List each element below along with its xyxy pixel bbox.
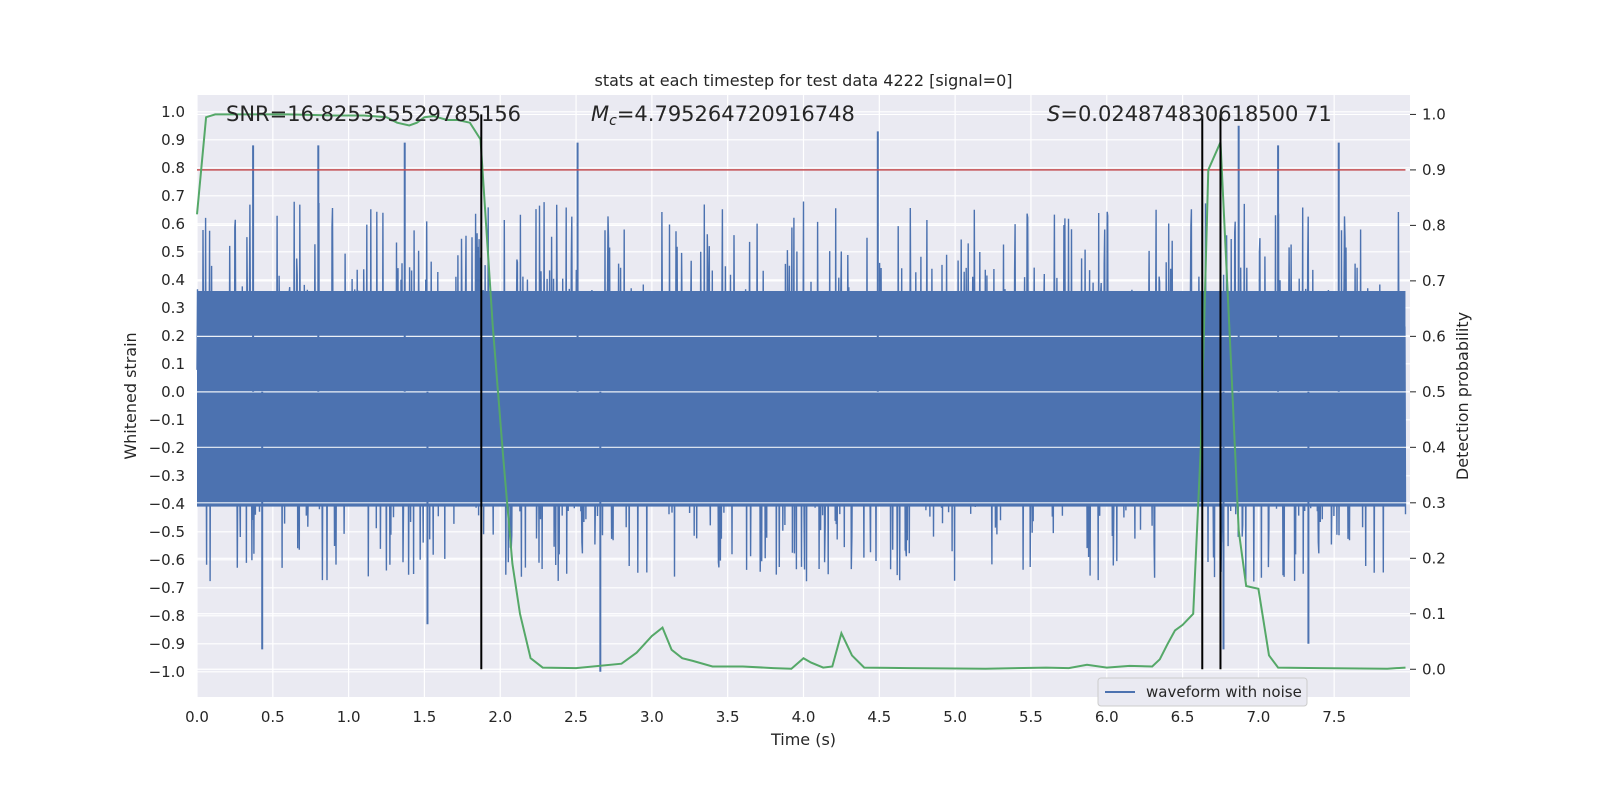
- mc-symbol: M: [591, 102, 609, 126]
- right-y-tick-label: 0.4: [1422, 438, 1446, 456]
- x-tick-label: 2.0: [488, 708, 512, 726]
- y-tick-label: −0.3: [149, 467, 185, 485]
- x-tick-label: 0.0: [185, 708, 209, 726]
- right-y-axis-label: Detection probability: [1453, 312, 1472, 480]
- y-tick-label: 0.8: [161, 159, 185, 177]
- snr-annotation: SNR=16.825355529785156: [226, 102, 521, 126]
- x-tick-label: 3.5: [716, 708, 740, 726]
- y-tick-label: 0.2: [161, 327, 185, 345]
- x-tick-label: 3.0: [640, 708, 664, 726]
- y-tick-label: −0.8: [149, 607, 185, 625]
- x-tick-label: 7.5: [1322, 708, 1346, 726]
- detection-probability-line: [196, 113, 1406, 670]
- mc-subscript: c: [609, 113, 617, 129]
- x-tick-label: 2.5: [564, 708, 588, 726]
- y-tick-label: 0.1: [161, 355, 185, 373]
- y-tick-label: −0.4: [149, 495, 185, 513]
- x-tick-label: 4.5: [867, 708, 891, 726]
- x-tick-label: 6.0: [1095, 708, 1119, 726]
- right-y-tick-label: 0.0: [1422, 660, 1446, 678]
- right-y-tick-label: 0.7: [1422, 272, 1446, 290]
- y-tick-label: −0.6: [149, 551, 185, 569]
- y-tick-label: −0.2: [149, 439, 185, 457]
- right-y-tick-label: 0.6: [1422, 327, 1446, 345]
- x-tick-label: 6.5: [1171, 708, 1195, 726]
- legend-label-waveform: waveform with noise: [1146, 683, 1302, 701]
- y-tick-label: −1.0: [149, 663, 185, 681]
- y-tick-label: 0.4: [161, 271, 185, 289]
- y-tick-label: −0.7: [149, 579, 185, 597]
- s-symbol: S: [1047, 102, 1060, 126]
- right-y-tick-label: 0.5: [1422, 383, 1446, 401]
- right-y-tick-label: 1.0: [1422, 105, 1446, 123]
- right-y-tick-label: 0.1: [1422, 605, 1446, 623]
- right-y-ticks: 1.0 0.9 0.8 0.7 0.6 0.5 0.4 0.3 0.2 0.1 0.0: [1410, 105, 1446, 678]
- x-tick-label: 5.5: [1019, 708, 1043, 726]
- x-tick-label: 0.5: [261, 708, 285, 726]
- vertical-markers: [480, 114, 1222, 670]
- x-ticks: 0.0 0.5 1.0 1.5 2.0 2.5 3.0 3.5 4.0 4.5 5.0 5.5 6.0 6…: [185, 708, 1346, 726]
- chart-title: stats at each timestep for test data 422…: [594, 71, 1012, 90]
- legend: waveform with noise: [1097, 677, 1308, 707]
- legend-box: [1097, 677, 1308, 707]
- y-tick-label: −0.1: [149, 411, 185, 429]
- x-tick-label: 4.0: [792, 708, 816, 726]
- y-tick-label: −0.5: [149, 523, 185, 541]
- y-tick-label: 0.7: [161, 187, 185, 205]
- y-tick-label: 0.0: [161, 383, 185, 401]
- x-tick-label: 1.0: [337, 708, 361, 726]
- right-y-tick-label: 0.3: [1422, 494, 1446, 512]
- y-tick-label: 0.3: [161, 299, 185, 317]
- s-annotation: S=0.024874830618500 71: [1047, 102, 1332, 126]
- left-y-ticks: 1.0 0.9 0.8 0.7 0.6 0.5 0.4 0.3 0.2 0.1 0.0 −0.1 −0.…: [149, 103, 185, 681]
- y-tick-label: −0.9: [149, 635, 185, 653]
- chirp-mass-annotation: Mc=4.795264720916748: [591, 102, 855, 129]
- x-tick-label: 7.0: [1246, 708, 1270, 726]
- x-axis-label: Time (s): [770, 730, 836, 749]
- y-tick-label: 0.6: [161, 215, 185, 233]
- right-y-tick-label: 0.8: [1422, 216, 1446, 234]
- right-y-tick-label: 0.9: [1422, 161, 1446, 179]
- s-value: =0.024874830618500 71: [1060, 102, 1331, 126]
- y-tick-label: 0.9: [161, 131, 185, 149]
- mc-value: =4.795264720916748: [617, 102, 855, 126]
- y-tick-label: 0.5: [161, 243, 185, 261]
- x-tick-label: 1.5: [413, 708, 437, 726]
- x-tick-label: 5.0: [943, 708, 967, 726]
- y-axis-label: Whitened strain: [121, 332, 140, 459]
- y-tick-label: 1.0: [161, 103, 185, 121]
- right-y-tick-label: 0.2: [1422, 549, 1446, 567]
